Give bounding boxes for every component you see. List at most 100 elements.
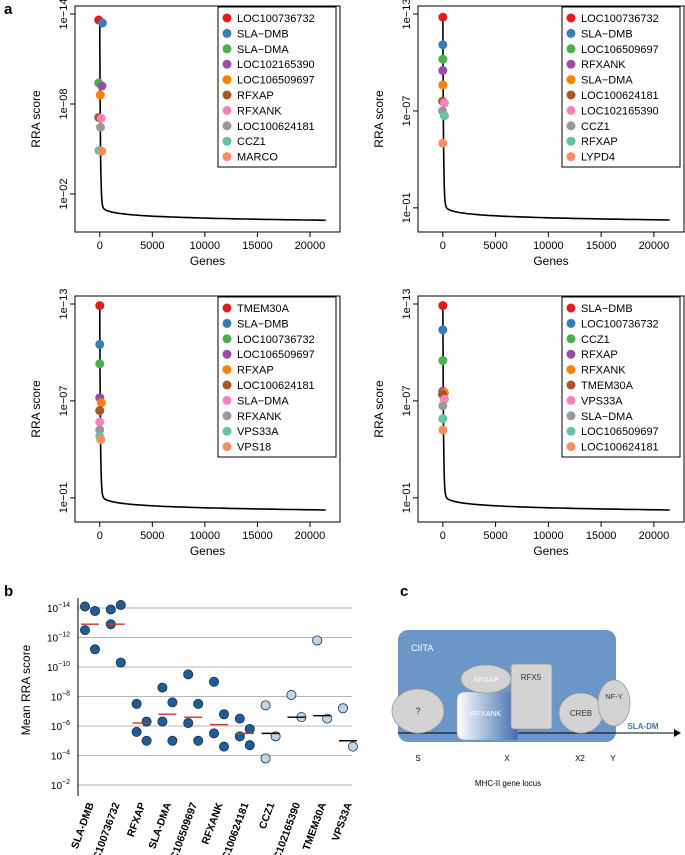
legend-label: LOC100624181 [581,90,659,102]
replicate-point [286,690,297,701]
legend-label: SLA−DMB [237,318,289,330]
x-tick-label: 10000 [533,530,564,542]
replicate-point [115,600,126,611]
replicate-point [90,605,101,616]
gene-label: RFXAP [125,801,148,839]
legend-marker [566,442,576,452]
rank-curve [99,20,326,222]
y-tick-label: 10−6 [51,720,70,733]
replicate-point [105,604,116,615]
x-tick-label: 15000 [586,240,617,252]
replicate-point [141,735,152,746]
replicate-point [208,676,219,687]
legend-label: LOC100736732 [237,334,315,346]
y-tick-label: 1e−13 [401,0,413,29]
unknown-factor [391,688,445,734]
replicate-point [312,635,323,646]
legend-marker [566,349,576,359]
legend-marker [222,365,232,375]
legend-marker [566,28,576,38]
replicate-point [218,741,229,752]
x-tick-label: 20000 [639,530,670,542]
legend-marker [222,90,232,100]
legend-marker [222,75,232,85]
gene-point [438,66,448,76]
replicate-point [157,716,168,727]
legend-marker [566,121,576,131]
legend-marker [222,121,232,131]
plot-frame [74,295,341,523]
legend-label: LOC106509697 [581,44,659,56]
rfxank-label: RFXANK [471,709,501,718]
panel-label-a: a [4,1,13,18]
y-tick-label: 10−10 [47,661,70,674]
x-axis-label: Genes [533,544,568,558]
y-axis-label: RRA score [29,380,43,438]
y-tick-label: 10−2 [51,779,70,792]
legend-label: CCZ1 [581,121,610,133]
gene-label: RFXANK [200,801,226,847]
x-tick-label: 15000 [242,530,273,542]
y-tick-label: 1e−01 [401,192,413,223]
legend-label: CCZ1 [581,334,610,346]
y-tick-label: 1e−02 [58,179,70,210]
x-tick-label: 20000 [295,530,326,542]
legend-label: LOC100624181 [581,442,659,454]
gene-point [96,398,106,408]
legend-marker [222,105,232,115]
gene-point [438,138,448,148]
legend-marker [566,395,576,405]
legend-marker [566,136,576,146]
y-tick-label: 10−14 [47,602,70,615]
rank-curve [99,305,326,511]
legend-marker [566,365,576,375]
gene-point [95,90,105,100]
legend-marker [566,426,576,436]
gene-point [95,406,105,416]
legend-marker [222,303,232,313]
rfx5-factor [510,663,553,730]
legend-label: RFXAP [581,349,618,361]
legend-label: LOC100624181 [237,380,315,392]
legend-label: LOC102165390 [237,59,315,71]
legend-label: SLA−DMA [581,75,633,87]
rank-plot-1: 1e−14 1e−08 1e−02 0 5000 10000 15000 20000 Genes… [29,0,341,268]
y-tick-label: 1e−07 [58,385,70,416]
legend-marker [222,59,232,69]
y-tick-label: 1e−14 [58,0,70,29]
replicate-point [141,716,152,727]
mhc-ii-diagram: CIITA SLA-DM ? RFXANK RFXAP RFX5 CREB NF… [391,630,681,788]
nfy-factor [597,679,631,727]
legend-marker [566,303,576,313]
x-tick-label: 0 [97,240,103,252]
plot-frame [417,5,685,233]
legend-label: LOC100736732 [581,13,659,25]
y-tick-label: 10−4 [51,750,70,763]
legend-label: RFXANK [581,59,626,71]
legend-label: VPS33A [237,426,279,438]
legend-marker [222,380,232,390]
legend-marker [566,318,576,328]
gene-label: SLA-DMA [146,801,174,851]
gene-point [95,301,105,311]
replicate-point [347,741,358,752]
legend-marker [222,334,232,344]
gene-point [97,81,107,91]
replicate-point [80,625,91,636]
replicate-point [260,700,271,711]
legend-label: RFXANK [581,365,626,377]
x-tick-label: 15000 [242,240,273,252]
y-axis-label: RRA score [372,380,386,438]
gene-label: SLA-DMB [69,801,97,851]
replicate-point [244,723,255,734]
box-y: Y [610,754,616,763]
rank-curve [442,305,670,511]
legend-box [561,296,681,458]
locus-label: MHC-II gene locus [475,779,541,788]
legend-marker [566,75,576,85]
creb-label: CREB [570,709,592,718]
legend-label: LOC106509697 [237,75,315,87]
legend-marker [566,44,576,54]
legend-marker [566,13,576,23]
legend-label: RFXAP [237,90,274,102]
